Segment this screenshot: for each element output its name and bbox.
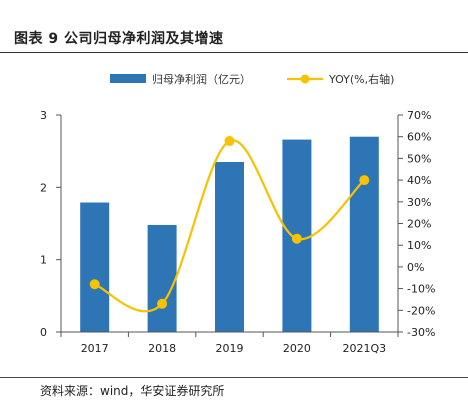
right-axis-tick-label: -20% bbox=[407, 304, 435, 317]
legend-bar-swatch bbox=[110, 74, 146, 83]
x-axis-tick-label: 2018 bbox=[148, 342, 176, 355]
bar-2018 bbox=[147, 224, 177, 332]
yoy-point-2020 bbox=[291, 233, 302, 244]
title-divider bbox=[0, 52, 468, 53]
right-axis-tick-label: 0% bbox=[407, 261, 424, 274]
right-axis-tick-label: 50% bbox=[407, 152, 431, 165]
right-axis-tick-label: -10% bbox=[407, 283, 435, 296]
yoy-point-2019 bbox=[224, 136, 235, 147]
yoy-point-2017 bbox=[89, 279, 100, 290]
bar-2017 bbox=[80, 202, 110, 332]
bar-2019 bbox=[215, 162, 244, 332]
legend-line-marker bbox=[300, 74, 310, 84]
legend: 归母净利润（亿元） YOY(%,右轴) bbox=[110, 72, 394, 86]
yoy-point-2021Q3 bbox=[359, 175, 370, 186]
right-axis-tick-label: 30% bbox=[407, 196, 431, 209]
yoy-point-2018 bbox=[157, 298, 168, 309]
right-axis-tick-label: -30% bbox=[407, 326, 435, 339]
x-axis-tick-label: 2021Q3 bbox=[342, 342, 386, 355]
source-note: 资料来源：wind，华安证券研究所 bbox=[40, 384, 225, 398]
left-axis-tick-label: 1 bbox=[40, 254, 47, 267]
right-axis-tick-label: 40% bbox=[407, 174, 431, 187]
right-axis-tick-label: 70% bbox=[407, 109, 431, 122]
left-axis-tick-label: 3 bbox=[40, 109, 47, 122]
source-divider bbox=[0, 377, 468, 378]
x-axis-tick-label: 2019 bbox=[216, 342, 244, 355]
bar-2021Q3 bbox=[349, 136, 379, 332]
right-axis-tick-label: 60% bbox=[407, 131, 431, 144]
left-axis-tick-label: 2 bbox=[40, 181, 47, 194]
legend-bar-label: 归母净利润（亿元） bbox=[152, 72, 251, 86]
right-axis-tick-label: 10% bbox=[407, 239, 431, 252]
left-axis-tick-label: 0 bbox=[40, 326, 47, 339]
right-axis-tick-label: 20% bbox=[407, 218, 431, 231]
x-axis-tick-label: 2017 bbox=[81, 342, 109, 355]
x-axis-tick-label: 2020 bbox=[283, 342, 311, 355]
chart-title: 图表 9 公司归母净利润及其增速 bbox=[14, 31, 224, 47]
legend-line-label: YOY(%,右轴) bbox=[328, 72, 394, 86]
